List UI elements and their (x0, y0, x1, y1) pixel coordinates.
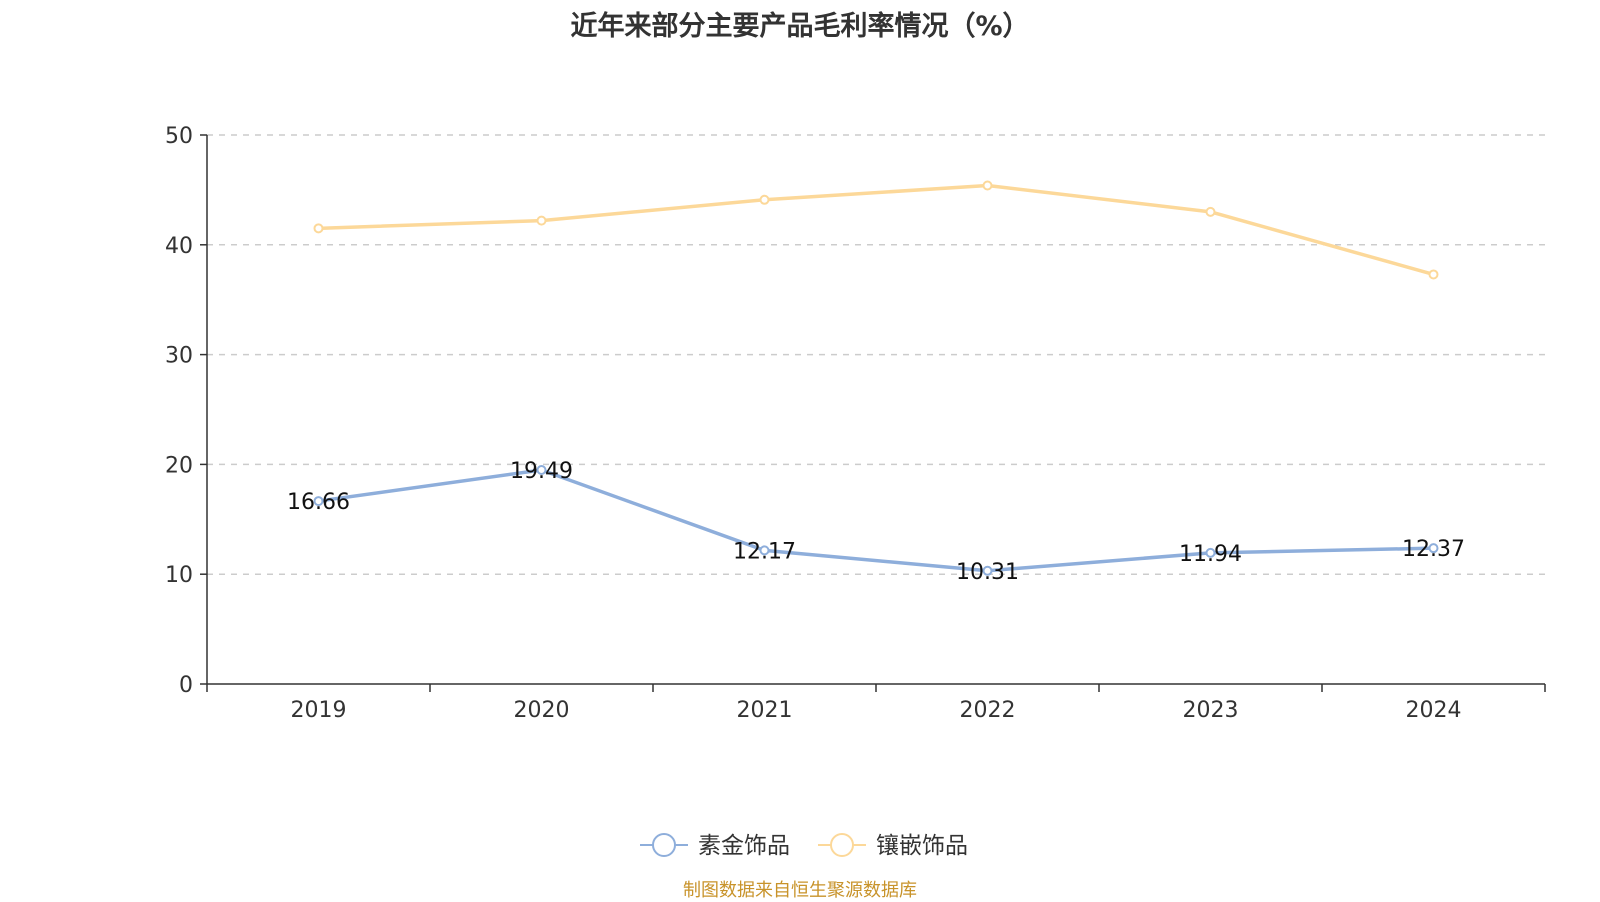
data-point (759, 545, 770, 556)
legend-marker (652, 833, 676, 857)
x-tick-label: 2024 (1406, 698, 1462, 723)
data-label: 16.66 (287, 490, 350, 515)
y-tick-label: 40 (165, 234, 193, 259)
x-tick-label: 2021 (737, 698, 793, 723)
data-point (759, 194, 770, 205)
y-tick-label: 10 (165, 563, 193, 588)
data-point (1428, 543, 1439, 554)
series-line (318, 468, 1434, 573)
data-point (982, 565, 993, 576)
legend-label: 素金饰品 (698, 833, 790, 859)
chart-title: 近年来部分主要产品毛利率情况（%） (570, 11, 1030, 42)
axes: 0 10 20 30 40 50 2019 2020 2021 2022 2023 2024 (165, 124, 1546, 723)
data-point (536, 215, 547, 226)
y-tick-label: 20 (165, 453, 193, 478)
data-point (536, 464, 547, 475)
legend: 素金饰品 镶嵌饰品 (640, 833, 968, 859)
data-point (1428, 269, 1439, 280)
x-tick-label: 2022 (960, 698, 1016, 723)
data-label: 12.37 (1402, 537, 1465, 562)
x-tick-label: 2020 (514, 698, 570, 723)
data-label: 12.17 (733, 539, 796, 564)
grid-lines (207, 134, 1545, 575)
legend-label: 镶嵌饰品 (876, 833, 968, 859)
y-tick-label: 30 (165, 344, 193, 369)
x-tick-label: 2019 (291, 698, 347, 723)
data-label: 19.49 (510, 459, 573, 484)
data-point (313, 223, 324, 234)
series-line (318, 183, 1434, 277)
data-point (1205, 547, 1216, 558)
legend-marker (830, 833, 854, 857)
data-point (1205, 206, 1216, 217)
data-point (313, 496, 324, 507)
y-tick-label: 0 (179, 673, 193, 698)
data-labels: 16.66 19.49 12.17 10.31 11.94 12.37 (287, 459, 1465, 585)
data-point (982, 180, 993, 191)
series-lines (313, 180, 1439, 576)
data-label: 11.94 (1179, 542, 1242, 567)
data-source-note: 制图数据来自恒生聚源数据库 (683, 880, 917, 901)
data-label: 10.31 (956, 560, 1019, 585)
x-tick-label: 2023 (1183, 698, 1239, 723)
y-tick-label: 50 (165, 124, 193, 149)
